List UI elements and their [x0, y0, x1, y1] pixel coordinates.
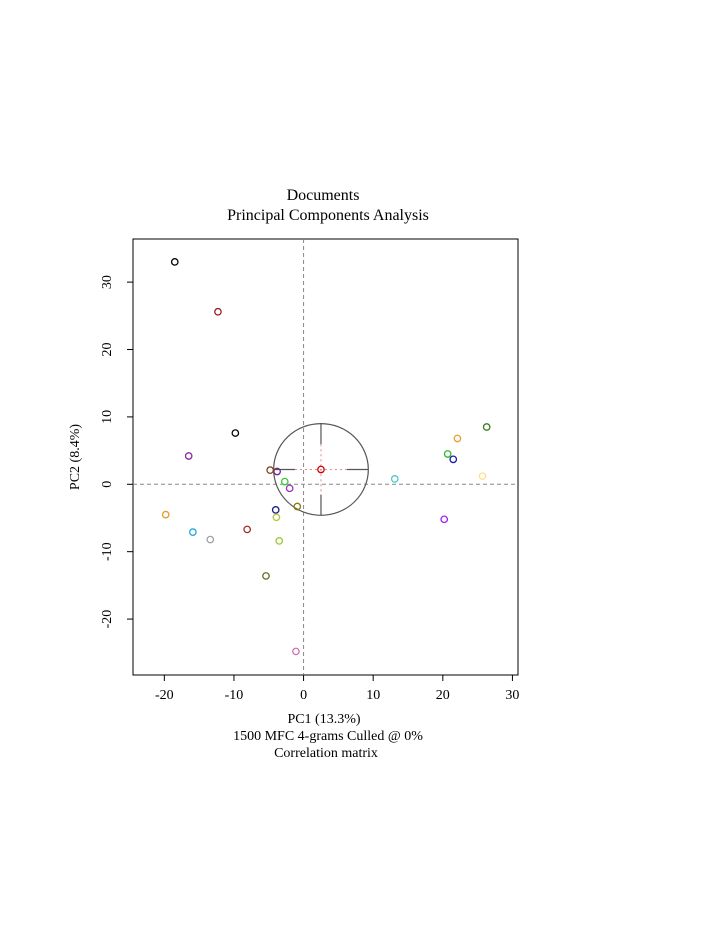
data-point	[271, 506, 280, 514]
x-tick-label: 20	[436, 688, 450, 703]
data-point	[317, 465, 325, 474]
y-tick-label: 10	[100, 410, 115, 424]
data-point	[453, 434, 462, 443]
x-tick-label: -10	[225, 688, 244, 703]
data-point	[275, 537, 284, 545]
data-point	[280, 477, 289, 486]
data-point	[262, 572, 270, 580]
y-tick-label: 30	[100, 275, 115, 289]
x-axis-label: PC1 (13.3%)	[287, 712, 360, 727]
x-tick-label: -20	[155, 688, 174, 703]
y-tick-label: 20	[100, 343, 115, 357]
data-point	[390, 475, 399, 483]
data-point	[440, 515, 449, 524]
data-point	[293, 502, 302, 511]
data-point	[478, 472, 487, 481]
y-tick-label: -10	[100, 542, 115, 561]
data-point	[189, 528, 197, 536]
data-point	[206, 535, 215, 544]
y-tick-label: 0	[100, 481, 115, 488]
data-point	[272, 513, 281, 522]
data-point	[449, 455, 458, 464]
x-tick-label: 0	[300, 688, 307, 703]
plot-area: -20 -10 0 10 20 30 -20 -10 0 10 20 30	[100, 238, 519, 703]
data-point	[482, 423, 491, 431]
chart-subtitle: Principal Components Analysis	[227, 207, 429, 224]
data-point	[292, 647, 300, 656]
data-point	[231, 429, 240, 437]
data-point	[243, 525, 252, 534]
y-tick-label: -20	[100, 610, 115, 629]
data-point	[184, 452, 193, 460]
plot-frame	[132, 238, 519, 676]
data-point	[443, 450, 452, 458]
y-axis-label: PC2 (8.4%)	[68, 424, 83, 490]
data-point	[161, 510, 170, 519]
data-point	[285, 484, 294, 493]
chart-title: Documents	[287, 187, 360, 204]
data-point	[266, 466, 275, 474]
caption-line-1: 1500 MFC 4-grams Culled @ 0%	[233, 729, 423, 744]
x-tick-label: 30	[505, 688, 519, 703]
data-point	[214, 307, 222, 316]
x-tick-label: 10	[366, 688, 380, 703]
data-point	[273, 467, 281, 476]
data-point	[170, 258, 179, 266]
caption-line-2: Correlation matrix	[274, 746, 378, 761]
